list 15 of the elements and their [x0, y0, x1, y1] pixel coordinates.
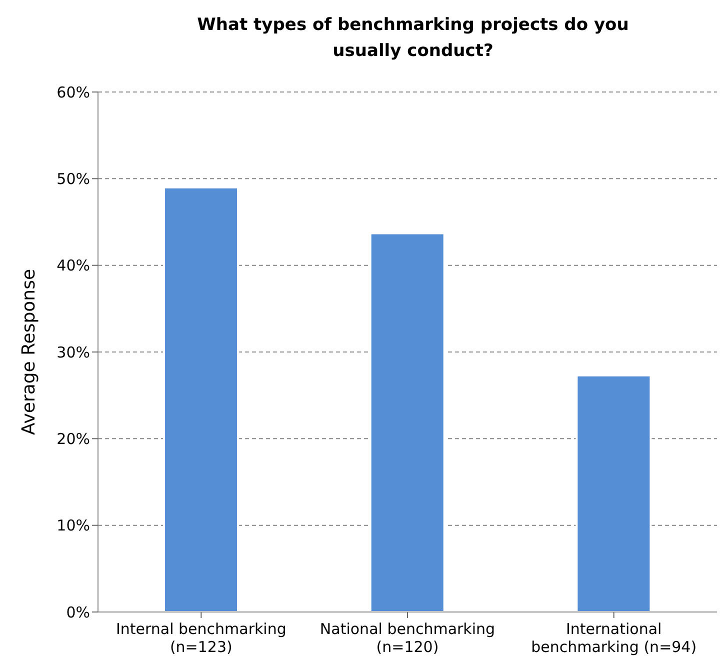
x-tick-label: National benchmarking (n=120): [320, 620, 496, 656]
x-tick-label: Internal benchmarking (n=123): [116, 620, 286, 656]
x-tick-label: International benchmarking (n=94): [531, 620, 697, 656]
chart-title: What types of benchmarking projects do you usually conduct?: [196, 14, 630, 63]
y-tick-label: 30%: [56, 343, 90, 362]
y-tick-label: 0%: [66, 603, 90, 622]
y-tick-label: 20%: [56, 430, 90, 448]
bar: [369, 232, 446, 612]
bar: [163, 186, 240, 612]
y-tick-label: 40%: [56, 256, 90, 275]
y-tick-label: 50%: [56, 170, 90, 188]
y-axis-title: Average Response: [18, 268, 40, 436]
y-tick-label: 60%: [56, 83, 90, 102]
y-tick-label: 10%: [56, 516, 90, 535]
bar: [576, 374, 652, 612]
